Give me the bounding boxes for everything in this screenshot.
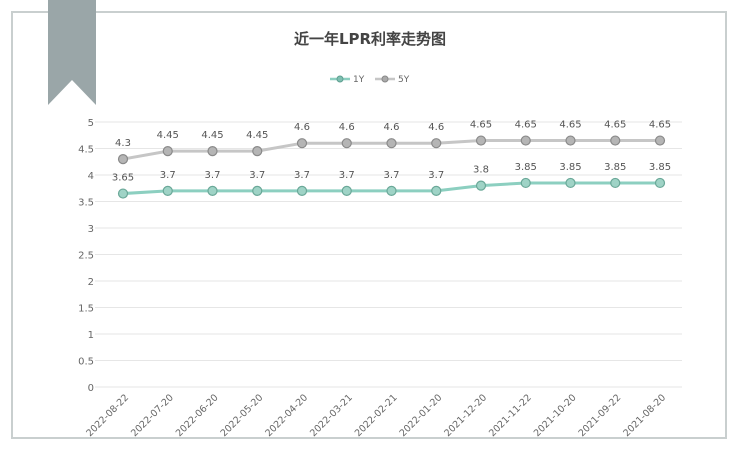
data-point xyxy=(565,135,576,146)
y-tick-label: 4.5 xyxy=(78,145,94,156)
data-point xyxy=(431,185,442,196)
legend-marker xyxy=(381,75,389,83)
data-label: 3.7 xyxy=(160,170,176,181)
data-label: 3.85 xyxy=(649,162,671,173)
chart-title: 近一年LPR利率走势图 xyxy=(294,30,446,48)
data-point xyxy=(520,135,531,146)
y-tick-label: 1.5 xyxy=(78,304,94,315)
data-label: 4.45 xyxy=(201,130,223,141)
x-tick-label: 2022-03-21 xyxy=(308,392,355,439)
x-tick-label: 2022-05-20 xyxy=(219,392,266,439)
data-label: 4.3 xyxy=(115,138,131,149)
data-label: 4.65 xyxy=(649,120,671,131)
data-label: 4.6 xyxy=(428,122,444,133)
data-label: 3.85 xyxy=(604,162,626,173)
data-point xyxy=(252,185,263,196)
data-point xyxy=(162,185,173,196)
data-label: 3.7 xyxy=(428,170,444,181)
legend-label: 5Y xyxy=(398,75,410,85)
y-tick-label: 0 xyxy=(88,383,94,394)
x-tick-label: 2021-12-20 xyxy=(442,392,489,439)
data-point xyxy=(341,138,352,149)
data-point xyxy=(296,185,308,196)
data-point xyxy=(117,154,129,165)
legend-label: 1Y xyxy=(353,75,365,85)
x-tick-label: 2021-11-22 xyxy=(487,392,534,439)
data-point xyxy=(162,146,173,157)
data-label: 3.65 xyxy=(112,173,134,184)
data-point xyxy=(565,177,576,189)
data-label: 4.65 xyxy=(515,120,537,131)
data-point xyxy=(610,135,621,146)
data-label: 4.6 xyxy=(339,122,355,133)
data-point xyxy=(341,185,352,196)
data-label: 3.7 xyxy=(249,170,265,181)
y-tick-label: 4 xyxy=(88,171,94,182)
data-label: 3.85 xyxy=(559,162,581,173)
data-point xyxy=(117,188,129,199)
data-label: 3.7 xyxy=(205,170,221,181)
y-tick-label: 0.5 xyxy=(78,357,94,368)
data-label: 4.65 xyxy=(559,120,581,131)
data-point xyxy=(386,138,397,149)
data-label: 4.65 xyxy=(604,120,626,131)
y-tick-label: 1 xyxy=(88,330,94,341)
x-tick-label: 2022-07-20 xyxy=(129,392,176,439)
data-label: 3.8 xyxy=(473,165,489,176)
data-label: 4.45 xyxy=(246,130,268,141)
y-tick-label: 3 xyxy=(88,224,94,235)
data-label: 3.7 xyxy=(294,170,310,181)
legend-marker xyxy=(336,75,344,83)
data-label: 4.6 xyxy=(384,122,400,133)
y-tick-label: 5 xyxy=(88,118,94,129)
x-tick-label: 2022-02-21 xyxy=(353,392,400,439)
data-point xyxy=(207,185,218,196)
data-point xyxy=(475,135,487,146)
y-tick-label: 3.5 xyxy=(78,198,94,209)
data-label: 4.45 xyxy=(157,130,179,141)
data-point xyxy=(520,177,531,189)
data-label: 3.7 xyxy=(339,170,355,181)
data-point xyxy=(207,146,218,157)
data-point xyxy=(475,180,487,191)
data-point xyxy=(431,138,442,149)
data-point xyxy=(610,177,621,189)
x-tick-label: 2022-06-20 xyxy=(174,392,221,439)
data-label: 3.7 xyxy=(384,170,400,181)
data-point xyxy=(252,146,263,157)
x-tick-label: 2022-01-20 xyxy=(398,392,445,439)
data-label: 4.65 xyxy=(470,120,492,131)
x-tick-label: 2021-10-20 xyxy=(532,392,579,439)
y-tick-label: 2 xyxy=(88,277,94,288)
data-point xyxy=(654,135,666,146)
data-label: 3.85 xyxy=(515,162,537,173)
x-tick-label: 2021-08-20 xyxy=(621,392,668,439)
data-point xyxy=(654,177,666,189)
data-point xyxy=(386,185,397,196)
bookmark-ribbon-icon xyxy=(48,0,96,105)
x-tick-label: 2022-04-20 xyxy=(263,392,310,439)
chart-frame xyxy=(11,11,727,439)
x-tick-label: 2021-09-22 xyxy=(577,392,624,439)
x-tick-label: 2022-08-22 xyxy=(84,392,131,439)
data-point xyxy=(296,138,308,149)
y-tick-label: 2.5 xyxy=(78,251,94,262)
data-label: 4.6 xyxy=(294,122,310,133)
